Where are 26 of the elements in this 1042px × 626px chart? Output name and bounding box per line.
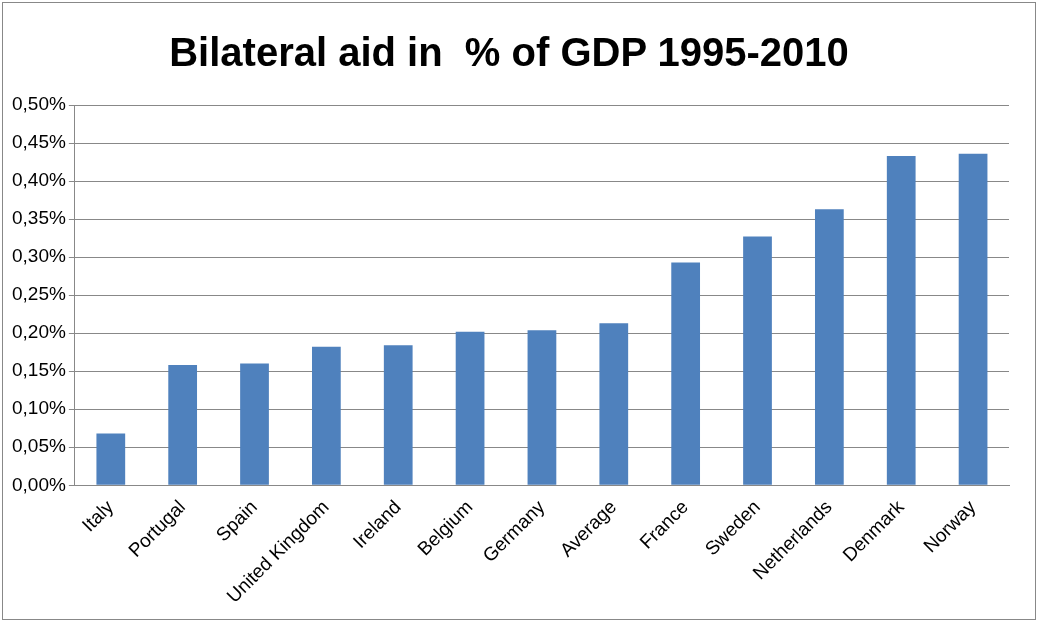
bar — [814, 209, 844, 485]
y-tick-label: 0,15% — [12, 359, 66, 381]
y-tick-label: 0,45% — [12, 131, 66, 153]
y-tick-label: 0,00% — [12, 473, 66, 495]
bar — [168, 365, 198, 485]
y-tick-label: 0,40% — [12, 169, 66, 191]
bar — [96, 433, 126, 485]
bar — [312, 346, 341, 485]
bar — [383, 345, 413, 485]
bar — [958, 153, 988, 485]
y-tick-label: 0,50% — [12, 93, 66, 115]
chart-title: Bilateral aid in % of GDP 1995-2010 — [169, 30, 849, 75]
x-tick-label: Italy — [77, 495, 118, 536]
bar — [527, 330, 557, 485]
bar — [455, 331, 485, 485]
bar — [743, 236, 772, 485]
y-tick-label: 0,20% — [12, 321, 66, 343]
bar — [886, 155, 916, 485]
y-tick-label: 0,30% — [12, 245, 66, 267]
y-tick-label: 0,25% — [12, 283, 66, 305]
bar — [671, 262, 701, 485]
y-tick-label: 0,10% — [12, 397, 66, 419]
y-tick-label: 0,35% — [12, 207, 66, 229]
y-tick-label: 0,05% — [12, 435, 66, 457]
bar — [240, 363, 269, 485]
bar — [599, 323, 629, 485]
